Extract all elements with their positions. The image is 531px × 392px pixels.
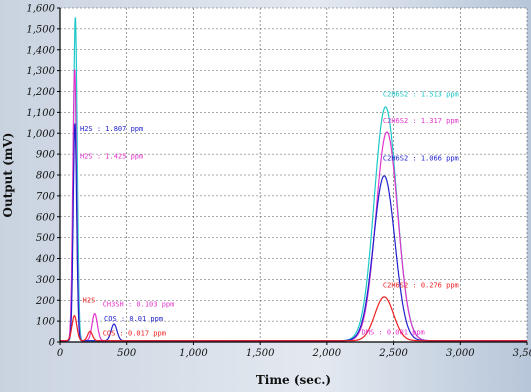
- peak-annotation: COS : 0.01 ppm: [104, 315, 163, 323]
- peak-annotation: C2H6S2 : 0.276 ppm: [383, 282, 459, 290]
- series-layer: [60, 17, 527, 342]
- y-tick-label: 100: [36, 317, 56, 328]
- y-tick-label: 0: [49, 338, 56, 349]
- y-tick-label: 1,000: [26, 129, 55, 140]
- x-tick-label: 1,500: [246, 348, 275, 359]
- y-tick-label: 300: [36, 275, 56, 286]
- annotation-layer: H2S : 1.807 ppm H2S : 1.425 ppm C2H6S2 : 1…: [80, 91, 459, 338]
- y-tick-label: 900: [36, 150, 56, 161]
- peak-annotation: COS : 0.017 ppm: [103, 330, 166, 338]
- peak-annotation: C2H6S2 : 1.066 ppm: [383, 154, 459, 162]
- peak-annotation: C2H6S2 : 1.317 ppm: [383, 117, 459, 125]
- x-tick-label: 3,500: [513, 348, 531, 359]
- y-tick-label: 200: [35, 296, 56, 307]
- peak-annotation: CH3SH : 0.103 ppm: [103, 301, 175, 309]
- x-tick-label: 2,000: [312, 348, 342, 359]
- y-tick-label: 600: [36, 212, 56, 223]
- peak-annotation: H2S : 1.807 ppm: [80, 125, 143, 133]
- x-tick-label: 0: [57, 348, 64, 359]
- x-tick-label: 1,000: [179, 348, 208, 359]
- grid-lines: [60, 7, 528, 342]
- series-line-4: [60, 296, 527, 342]
- y-tick-label: 1,100: [26, 108, 55, 119]
- peak-annotation: C2H6S2 : 1.513 ppm: [383, 91, 459, 99]
- x-axis-label: Time (sec.): [256, 373, 331, 387]
- peak-annotation: DMS : 0.001 ppm: [362, 329, 425, 337]
- axes: 0 100 200 300 400 500 600 700 800 900 1,000 1,100 1,…: [26, 4, 531, 360]
- y-tick-label: 1,500: [26, 24, 55, 35]
- y-tick-label: 400: [35, 254, 56, 265]
- y-tick-label: 500: [36, 233, 56, 244]
- peak-annotation: H2S: [83, 296, 96, 304]
- y-tick-label: 1,400: [26, 45, 55, 56]
- y-tick-label: 800: [36, 171, 56, 182]
- y-tick-label: 1,600: [26, 4, 55, 15]
- y-tick-label: 700: [36, 191, 56, 202]
- x-tick-label: 2,500: [378, 348, 408, 359]
- y-tick-label: 1,200: [26, 87, 55, 98]
- y-tick-label: 1,300: [26, 66, 55, 77]
- y-axis-label: Output (mV): [1, 133, 15, 218]
- x-tick-label: 500: [117, 348, 137, 359]
- peak-annotation: H2S : 1.425 ppm: [80, 152, 143, 160]
- x-tick-label: 3,000: [446, 348, 475, 359]
